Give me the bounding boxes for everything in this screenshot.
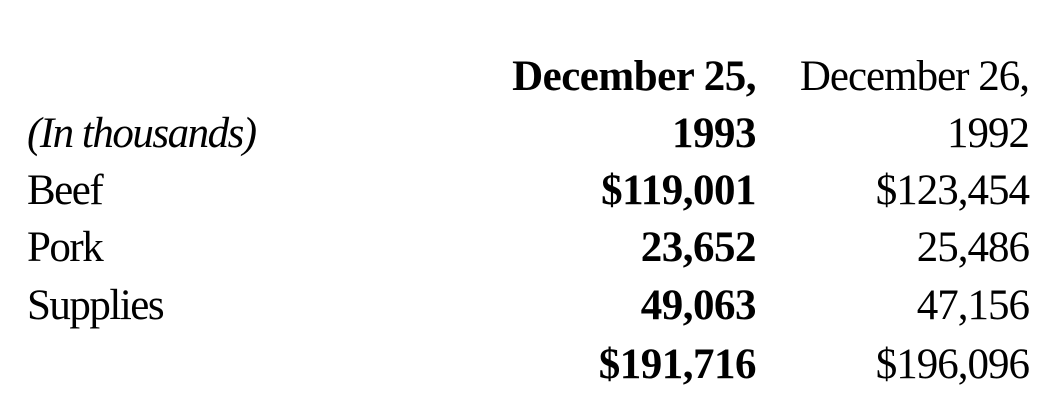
table-row: Supplies 49,063 47,156	[0, 277, 1049, 335]
total-1992-value: $196,096	[875, 341, 1030, 388]
column-header-1992-date: December 26,	[799, 53, 1030, 100]
header-row-2: (In thousands) 1993 1992	[0, 105, 1049, 163]
row-label-beef: Beef	[27, 167, 104, 214]
supplies-1992-value: 47,156	[916, 282, 1030, 329]
column-header-1993-year: 1993	[672, 110, 757, 157]
row-label-pork: Pork	[27, 224, 104, 271]
beef-1992-value: $123,454	[875, 167, 1030, 214]
pork-1993-value: 23,652	[640, 224, 757, 271]
supplies-1993-value: 49,063	[640, 282, 757, 329]
total-row: $191,716 $196,096	[0, 336, 1049, 394]
header-row-1: December 25, December 26,	[0, 48, 1049, 106]
total-1993-value: $191,716	[598, 341, 757, 388]
column-header-1992-year: 1992	[947, 110, 1030, 157]
pork-1992-value: 25,486	[916, 224, 1030, 271]
beef-1993-value: $119,001	[601, 167, 756, 214]
table-row: Beef $119,001 $123,454	[0, 162, 1049, 220]
units-label: (In thousands)	[27, 110, 257, 157]
row-label-supplies: Supplies	[27, 282, 165, 329]
table-row: Pork 23,652 25,486	[0, 219, 1049, 277]
column-header-1993-date: December 25,	[512, 53, 756, 100]
